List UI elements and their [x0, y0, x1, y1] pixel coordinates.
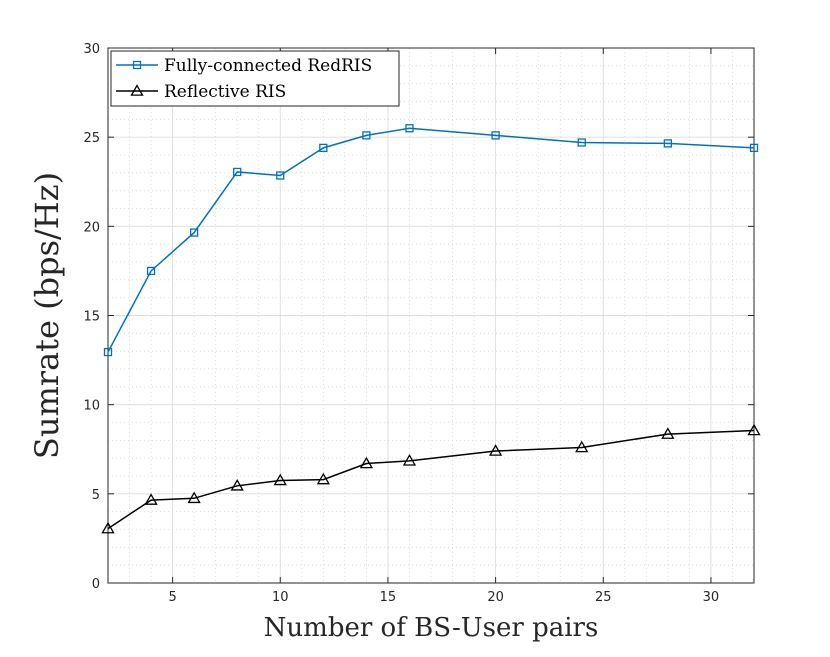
x-tick-label: 5	[168, 590, 176, 605]
data-point	[273, 473, 287, 486]
data-point	[575, 440, 589, 453]
data-point	[362, 131, 371, 140]
data-point	[233, 167, 242, 177]
data-point	[488, 444, 503, 456]
axis-ticks: 5 10 15 20 25 30 0 5 10 15 20 25 30	[83, 42, 754, 605]
legend-marker	[130, 84, 144, 96]
data-point	[187, 491, 201, 504]
data-point	[661, 427, 675, 439]
series-0	[103, 124, 759, 357]
data-point	[189, 228, 199, 237]
y-tick-label: 20	[83, 220, 100, 235]
data-point	[101, 521, 115, 534]
legend-marker	[132, 60, 142, 70]
y-tick-label: 0	[92, 577, 100, 592]
data-point	[316, 472, 330, 485]
data-point	[230, 478, 244, 491]
x-axis-label: Number of BS-User pairs	[264, 613, 599, 643]
y-tick-label: 25	[83, 131, 100, 146]
data-point	[663, 139, 673, 148]
x-tick-label: 25	[595, 590, 612, 605]
series-line	[107, 429, 755, 530]
legend-label: Fully-connected RedRIS	[164, 56, 372, 76]
data-point	[144, 493, 158, 505]
data-point	[103, 347, 113, 357]
data-point	[491, 131, 500, 140]
data-point	[577, 138, 586, 147]
y-tick-label: 30	[83, 42, 100, 57]
legend-box	[110, 50, 400, 107]
legend-label: Reflective RIS	[164, 82, 286, 102]
x-tick-label: 15	[380, 590, 397, 605]
x-tick-label: 20	[487, 590, 504, 605]
series-1	[101, 423, 761, 534]
data-point	[402, 454, 417, 466]
legend: Fully-connected RedRIS Reflective RIS	[110, 50, 400, 107]
x-tick-label: 10	[272, 590, 289, 605]
data-point	[405, 124, 414, 133]
x-tick-label: 30	[703, 590, 720, 605]
series-layer	[101, 124, 761, 534]
data-point	[747, 423, 761, 436]
y-tick-label: 5	[92, 488, 100, 503]
data-point	[146, 266, 156, 276]
y-axis-label: Sumrate (bps/Hz)	[28, 172, 66, 459]
data-point	[319, 143, 328, 153]
data-point	[749, 143, 759, 153]
data-point	[276, 171, 285, 180]
y-tick-label: 10	[83, 399, 100, 414]
y-tick-label: 15	[83, 310, 100, 325]
series-line	[107, 127, 755, 353]
data-point	[359, 456, 374, 469]
